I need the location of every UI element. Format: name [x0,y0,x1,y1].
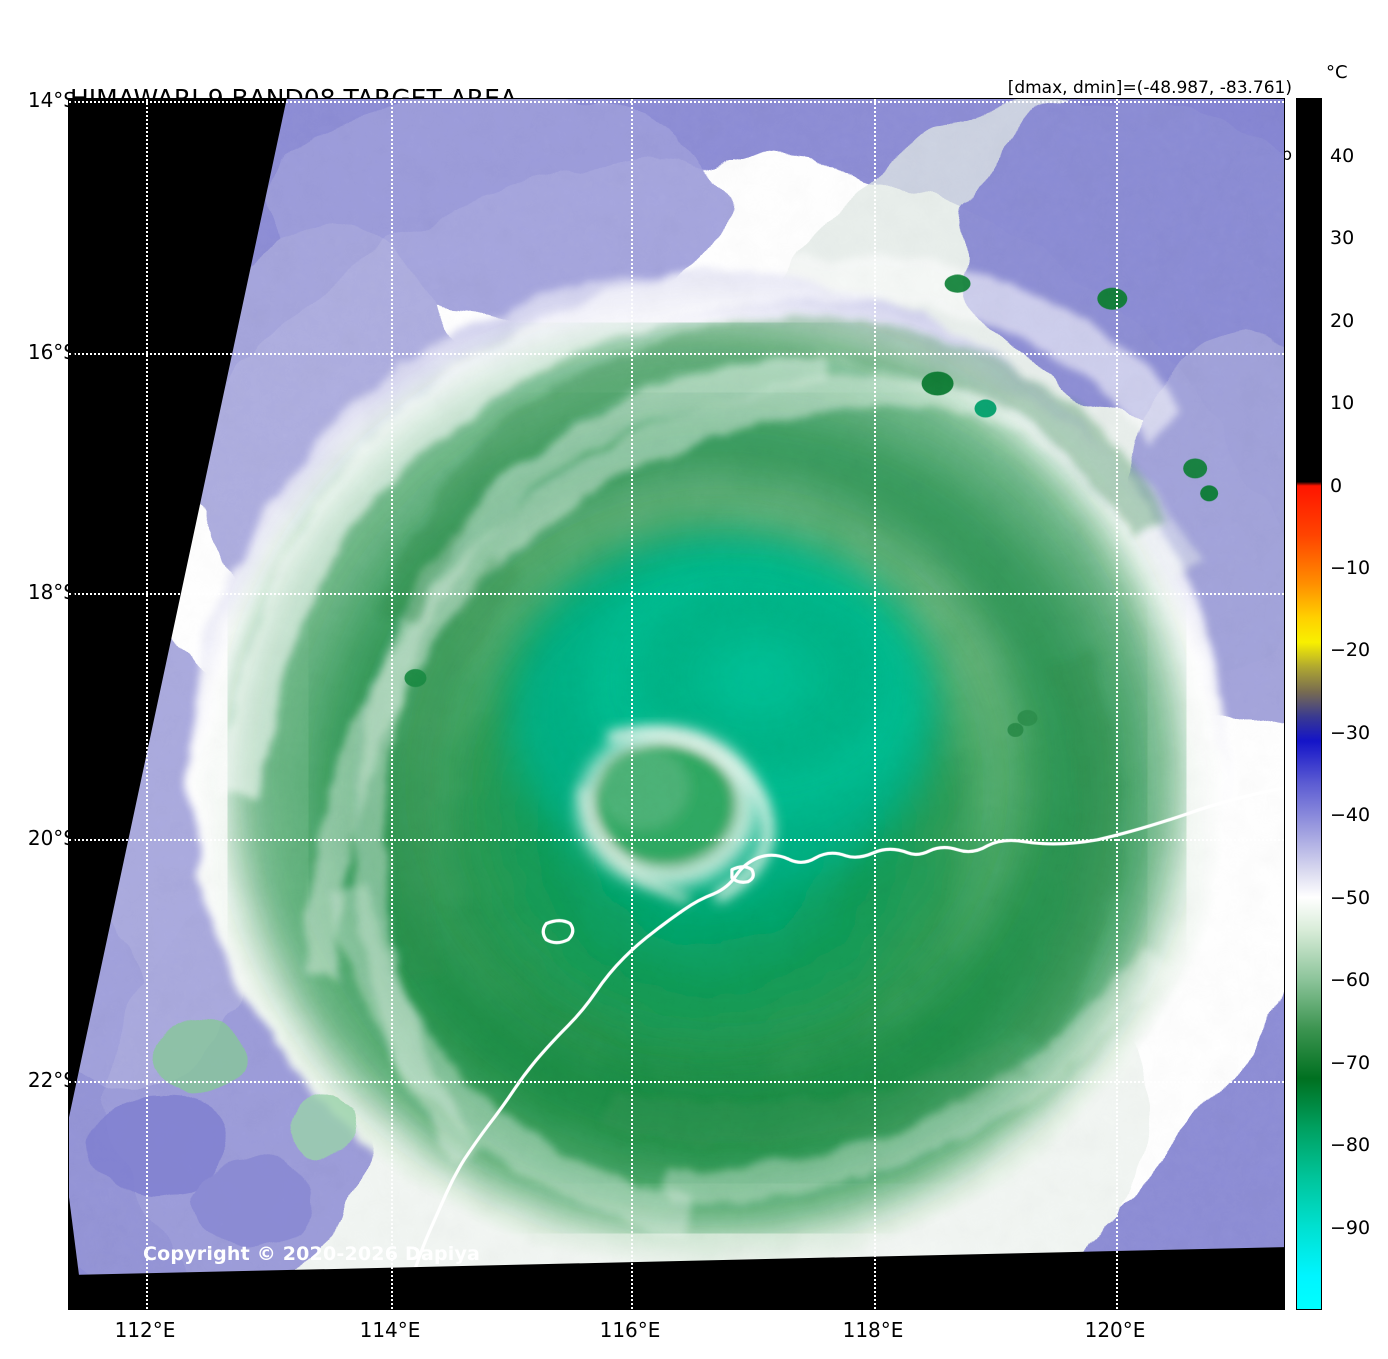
colorbar-tick-label: −90 [1330,1216,1371,1239]
dminmax-readout: [dmax, dmin]=(-48.987, -83.761) [1007,77,1292,98]
colorbar-tick-label: −10 [1330,556,1371,579]
ytick-label-14s: 14°S [27,88,76,112]
colorbar-tick-label: −60 [1330,969,1371,992]
colorbar-tick-label: −40 [1330,804,1371,827]
ytick-label-18s: 18°S [27,580,76,604]
colorbar-tick-label: 40 [1330,144,1355,167]
xtick-label-120e: 120°E [1084,1318,1146,1342]
colorbar-tick-label: 10 [1330,392,1355,415]
colorbar-tick-label: −30 [1330,721,1371,744]
satellite-image-plot: Copyright © 2020-2026 Dapiya [68,98,1285,1310]
colorbar-tick-label: 0 [1330,474,1343,497]
copyright-notice: Copyright © 2020-2026 Dapiya [143,1243,481,1265]
brightness-temperature-colorbar [1296,98,1322,1310]
colorbar-tick-label: −70 [1330,1051,1371,1074]
xtick-label-112e: 112°E [114,1318,176,1342]
xtick-label-116e: 116°E [599,1318,661,1342]
colorbar-unit-label: °C [1326,62,1348,83]
colorbar-tick-label: 30 [1330,227,1355,250]
colorbar-tick-label: −20 [1330,639,1371,662]
xtick-label-118e: 118°E [842,1318,904,1342]
ytick-label-22s: 22°S [27,1068,76,1092]
colorbar-tick-label: −50 [1330,886,1371,909]
ytick-label-20s: 20°S [27,826,76,850]
xtick-label-114e: 114°E [359,1318,421,1342]
colorbar-tick-label: −80 [1330,1134,1371,1157]
colorbar-tick-label: 20 [1330,309,1355,332]
ytick-label-16s: 16°S [27,340,76,364]
colorbar-gradient [1297,99,1321,1309]
satellite-swath-imagery [69,99,1284,1309]
